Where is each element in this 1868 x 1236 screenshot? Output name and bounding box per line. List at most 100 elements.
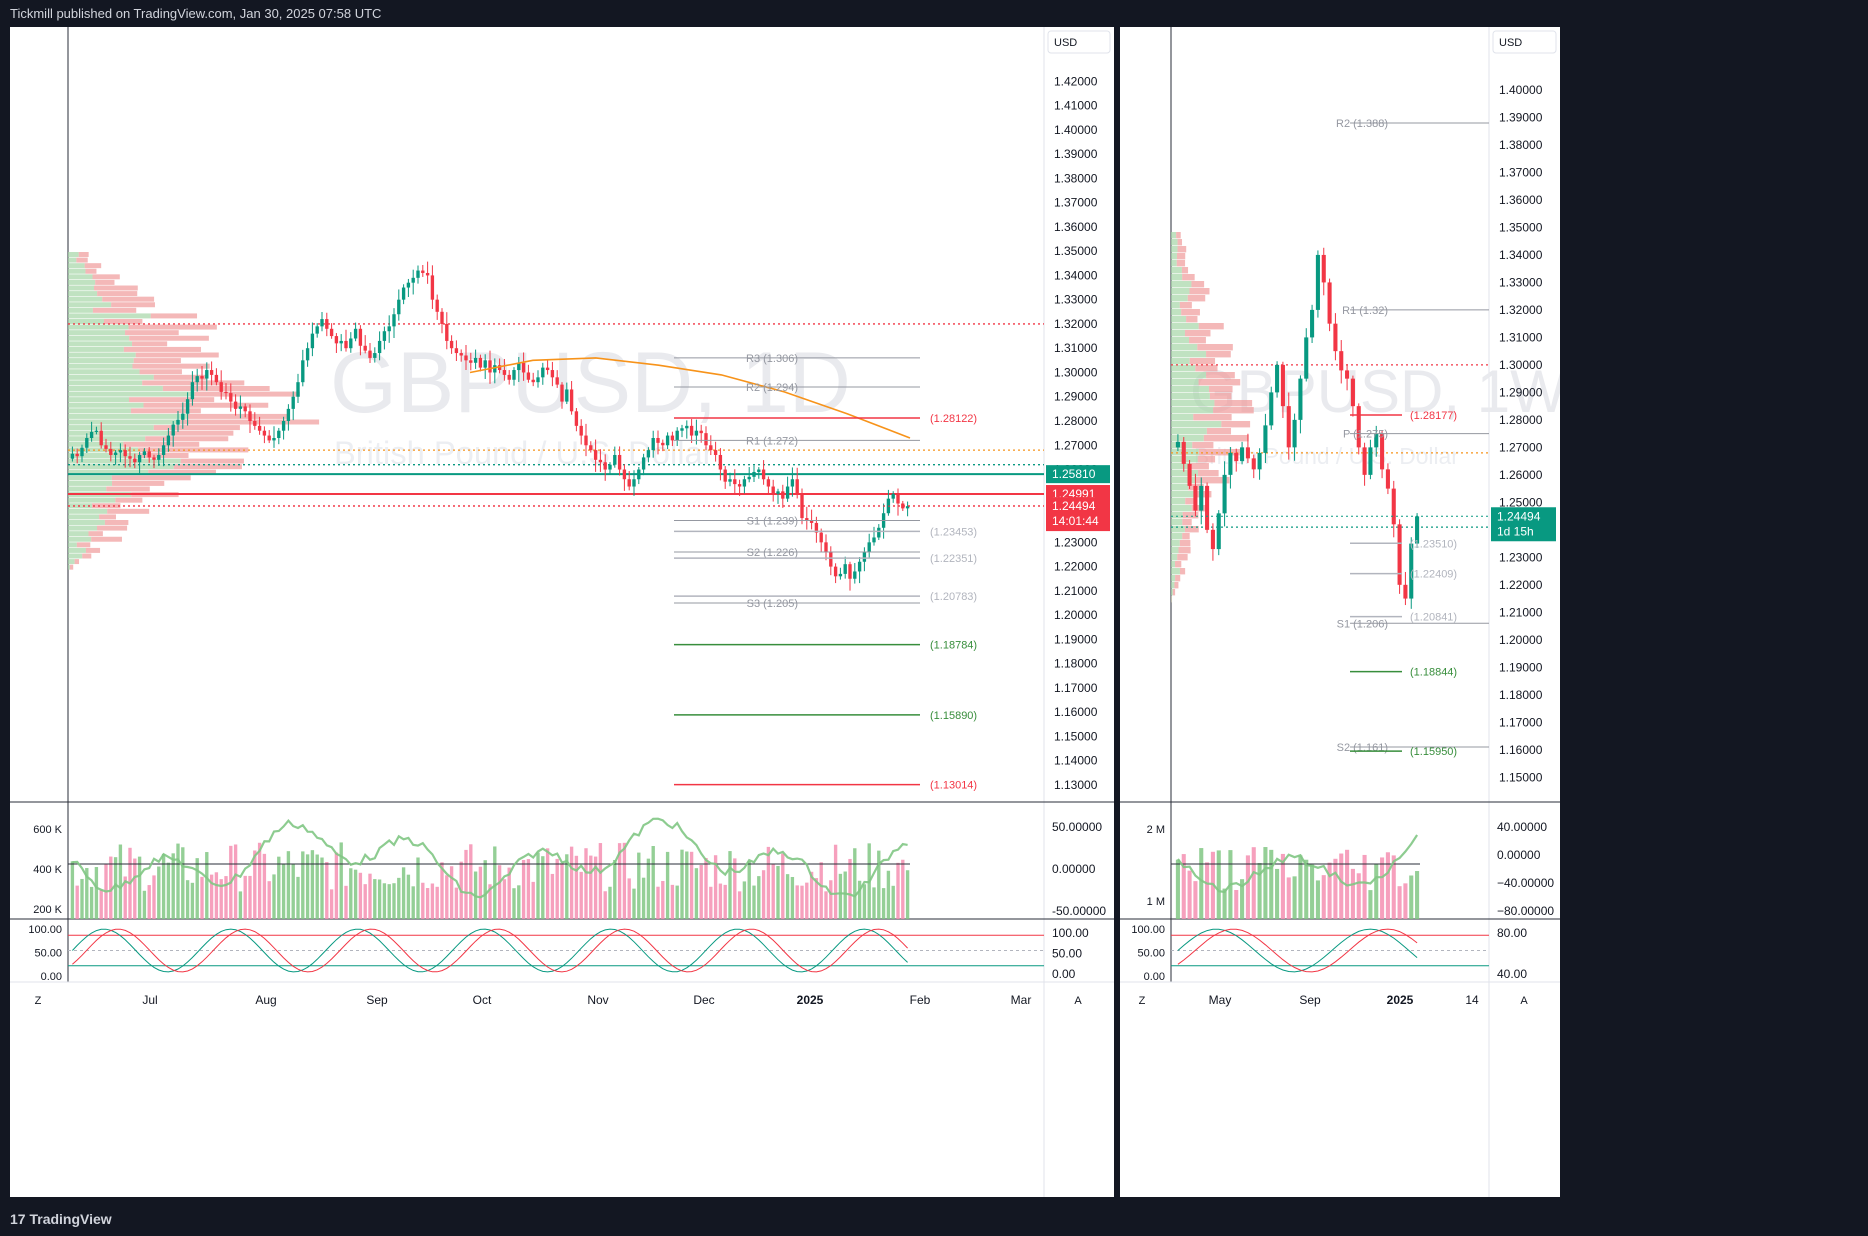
volume-tick: 1 M bbox=[1147, 896, 1165, 908]
candle-body bbox=[737, 484, 742, 487]
pivot-label: R2 (1.388) bbox=[1336, 118, 1388, 130]
volume-profile-bar-down bbox=[123, 346, 202, 352]
last-price-text: 1.24494 bbox=[1052, 499, 1096, 513]
volume-bar bbox=[574, 855, 579, 919]
candle-body bbox=[545, 367, 550, 371]
volume-bar bbox=[1222, 888, 1227, 919]
candle-body bbox=[843, 564, 847, 574]
volume-tick: 2 M bbox=[1147, 824, 1165, 836]
candle-body bbox=[891, 493, 895, 499]
zoom-button[interactable]: Z bbox=[35, 995, 42, 1007]
price-tick: 1.17000 bbox=[1054, 681, 1098, 695]
volume-bar bbox=[483, 860, 487, 919]
oscillator-line bbox=[72, 817, 908, 899]
candle-body bbox=[176, 419, 180, 425]
volume-bar bbox=[488, 884, 492, 919]
volume-bar bbox=[195, 858, 199, 919]
candle-body bbox=[1240, 447, 1245, 462]
pivot-label: P (1.275) bbox=[1343, 429, 1388, 441]
candle-body bbox=[334, 336, 339, 344]
volume-bar bbox=[521, 859, 526, 919]
volume-bar bbox=[536, 852, 540, 919]
volume-bar bbox=[1205, 862, 1210, 919]
volume-bar bbox=[286, 851, 291, 919]
candle-body bbox=[776, 491, 780, 494]
price-tick: 1.36000 bbox=[1499, 193, 1543, 207]
volume-profile-bar-up bbox=[68, 469, 149, 475]
candle-body bbox=[464, 355, 468, 361]
volume-profile-bar-down bbox=[1177, 239, 1183, 246]
candle-body bbox=[800, 493, 804, 519]
candle-body bbox=[248, 411, 252, 422]
pivot-label: S1 (1.206) bbox=[1337, 618, 1388, 630]
tradingview-logo[interactable]: 17 TradingView bbox=[0, 1202, 112, 1236]
level-label: (1.15890) bbox=[930, 710, 977, 722]
volume-bar bbox=[800, 885, 804, 919]
candle-body bbox=[89, 431, 94, 438]
oscillator-tick: 0.00000 bbox=[1497, 848, 1541, 862]
volume-bar bbox=[89, 886, 94, 919]
candle-body bbox=[656, 437, 660, 443]
volume-profile-bar-down bbox=[1198, 449, 1244, 456]
candle-body bbox=[872, 537, 876, 543]
symbol-watermark: GBPUSD, 1W bbox=[1190, 358, 1560, 425]
candle-body bbox=[137, 454, 142, 463]
weekly-chart-panel[interactable]: GBPUSD, 1W British Pound / U.S. Dollar R2 … bbox=[1120, 27, 1560, 1197]
volume-bar bbox=[454, 887, 459, 919]
volume-bar bbox=[315, 854, 319, 919]
candle-body bbox=[325, 319, 329, 329]
candle-body bbox=[651, 437, 655, 451]
volume-bar bbox=[1234, 889, 1239, 919]
price-tick: 1.22000 bbox=[1054, 560, 1098, 574]
volume-profile-bar-down bbox=[1214, 400, 1253, 407]
time-tick: Oct bbox=[473, 993, 492, 1007]
volume-bar bbox=[1193, 881, 1198, 919]
volume-profile-bar-down bbox=[1178, 547, 1191, 554]
candle-body bbox=[243, 406, 247, 412]
volume-bar bbox=[584, 848, 588, 919]
weekly-chart-svg[interactable]: GBPUSD, 1W British Pound / U.S. Dollar R2 … bbox=[1120, 27, 1560, 1197]
volume-profile-bar-up bbox=[1171, 568, 1180, 575]
volume-profile-bar-up bbox=[1171, 295, 1188, 302]
volume-bar bbox=[1257, 862, 1262, 919]
volume-bar bbox=[1368, 890, 1373, 919]
volume-profile-bar-down bbox=[1185, 498, 1196, 505]
volume-profile-bar-up bbox=[1171, 267, 1182, 274]
volume-profile-bar-up bbox=[68, 559, 75, 565]
auto-scale-button[interactable]: A bbox=[1520, 995, 1528, 1007]
auto-scale-button[interactable]: A bbox=[1074, 995, 1082, 1007]
volume-bar bbox=[224, 876, 228, 919]
volume-bar bbox=[507, 867, 511, 919]
price-tick: 1.15000 bbox=[1499, 770, 1543, 784]
volume-profile-bar-down bbox=[1179, 540, 1191, 547]
volume-profile-bar-up bbox=[1171, 232, 1177, 239]
volume-bar bbox=[680, 849, 684, 919]
candle-body bbox=[277, 430, 281, 438]
volume-bar bbox=[161, 853, 166, 919]
daily-chart-panel[interactable]: GBPUSD, 1D British Pound / U.S. Dollar R3 … bbox=[10, 27, 1114, 1197]
price-tick: 1.27000 bbox=[1499, 440, 1543, 454]
zoom-button[interactable]: Z bbox=[1139, 995, 1146, 1007]
volume-profile-bar-down bbox=[1206, 428, 1232, 435]
volume-profile-bar-up bbox=[1171, 442, 1193, 449]
candle-body bbox=[421, 270, 425, 273]
volume-profile-bar-down bbox=[132, 363, 210, 369]
volume-bar bbox=[142, 890, 147, 919]
volume-profile-bar-down bbox=[1184, 526, 1199, 533]
volume-bar bbox=[550, 873, 555, 919]
price-tick: 1.37000 bbox=[1499, 165, 1543, 179]
candle-body bbox=[200, 376, 204, 379]
volume-bar bbox=[416, 857, 420, 919]
volume-profile-bar-down bbox=[145, 436, 229, 442]
level-label: (1.28122) bbox=[930, 413, 977, 425]
price-tick: 1.20000 bbox=[1499, 633, 1543, 647]
volume-bar bbox=[272, 874, 276, 919]
candle-body bbox=[1304, 337, 1309, 379]
stoch-right-tick: 40.00 bbox=[1497, 967, 1527, 981]
price-tick: 1.35000 bbox=[1499, 220, 1543, 234]
volume-bar bbox=[262, 853, 267, 919]
volume-bar bbox=[593, 856, 598, 919]
candle-body bbox=[1175, 441, 1180, 448]
volume-bar bbox=[1199, 848, 1204, 919]
